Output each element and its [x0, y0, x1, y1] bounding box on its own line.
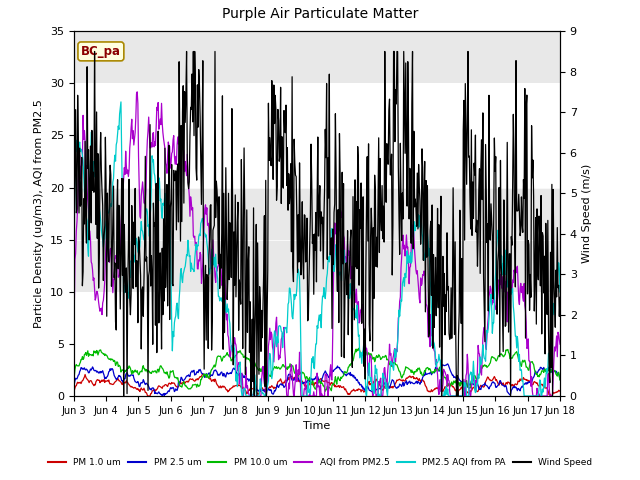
Text: BC_pa: BC_pa	[81, 45, 121, 58]
X-axis label: Time: Time	[303, 421, 330, 431]
Y-axis label: Particle Density (ug/m3), AQI from PM2.5: Particle Density (ug/m3), AQI from PM2.5	[34, 99, 44, 328]
Bar	[74, 31, 560, 84]
Y-axis label: Wind Speed (m/s): Wind Speed (m/s)	[582, 164, 593, 263]
Legend: PM 1.0 um, PM 2.5 um, PM 10.0 um, AQI from PM2.5, PM2.5 AQI from PA, Wind Speed: PM 1.0 um, PM 2.5 um, PM 10.0 um, AQI fr…	[44, 455, 596, 471]
Text: Purple Air Particulate Matter: Purple Air Particulate Matter	[222, 7, 418, 21]
Bar	[74, 188, 560, 292]
